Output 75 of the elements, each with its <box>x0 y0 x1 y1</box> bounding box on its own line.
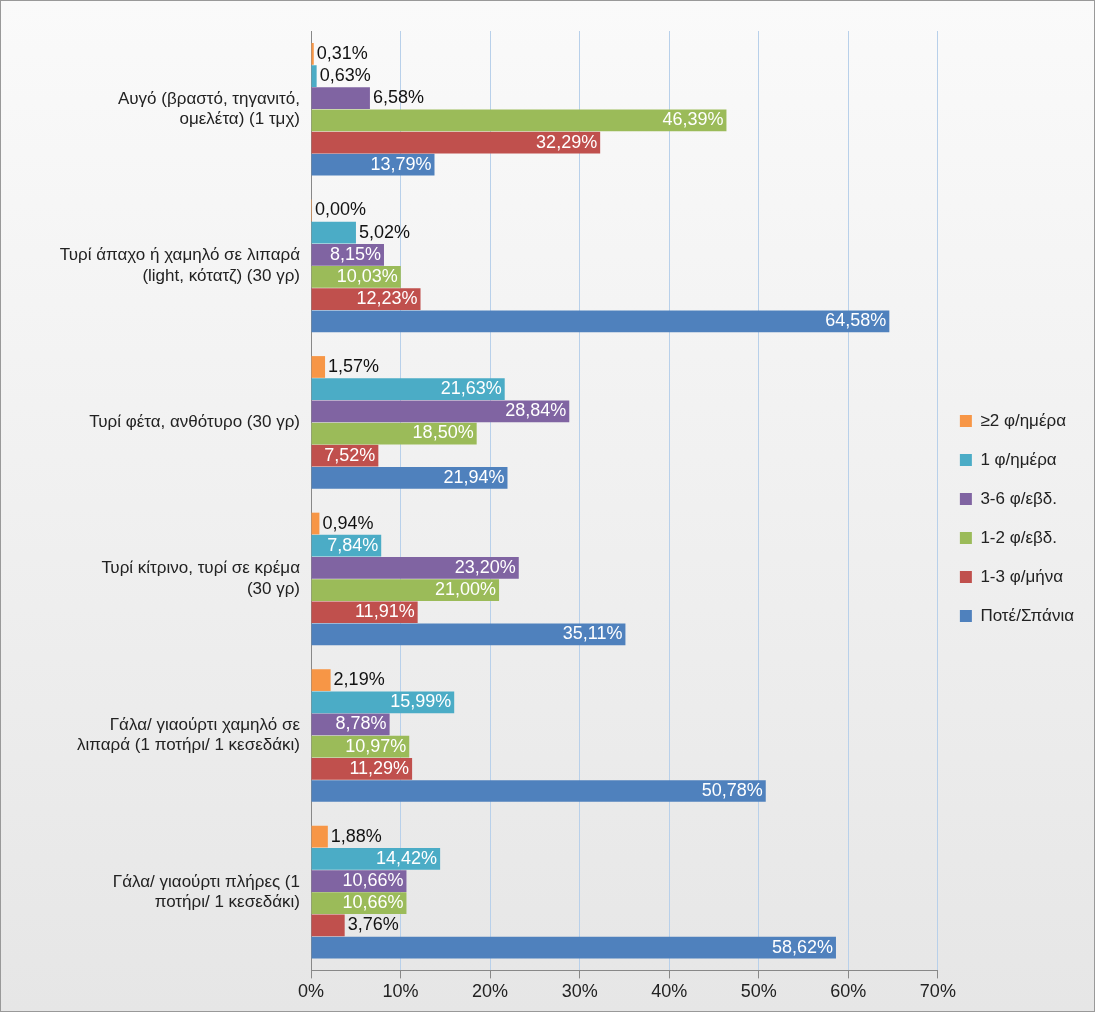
data-label: 64,58% <box>825 310 887 331</box>
data-label: 0,63% <box>319 64 371 85</box>
data-label: 1,88% <box>330 825 382 846</box>
data-label: 12,23% <box>356 288 418 309</box>
bar <box>311 42 314 65</box>
bar <box>311 378 505 401</box>
legend-label: ≥2 φ/ημέρα <box>980 410 1067 430</box>
data-label: 11,91% <box>354 601 415 622</box>
y-tick-label: Τυρί άπαχο ή χαμηλό σε λιπαρά (light, κότατζ) (30 γρ) <box>59 245 301 285</box>
data-label: 46,39% <box>662 109 724 130</box>
data-label: 2,19% <box>333 669 385 690</box>
y-tick-label: Τυρί φέτα, ανθότυρο (30 γρ) <box>89 412 300 432</box>
x-tick-label: 10% <box>382 981 419 1002</box>
x-tick-label: 40% <box>651 981 688 1002</box>
data-label: 15,99% <box>390 691 452 712</box>
data-label: 58,62% <box>771 936 833 957</box>
legend-label: 1-2 φ/εβδ. <box>980 527 1057 547</box>
data-label: 50,78% <box>701 779 763 800</box>
legend-label: 1-3 φ/μήνα <box>980 566 1064 586</box>
bar <box>311 87 370 110</box>
x-tick-label: 60% <box>830 981 867 1002</box>
data-label: 0,00% <box>315 199 367 220</box>
data-label: 14,42% <box>376 847 438 868</box>
bar <box>311 310 890 333</box>
bar <box>311 356 326 378</box>
x-tick-label: 20% <box>472 981 509 1002</box>
y-tick-label: Τυρί κίτρινο, τυρί σε κρέμα (30 γρ) <box>101 558 301 598</box>
data-label: 21,63% <box>440 378 502 399</box>
bar <box>311 65 317 87</box>
data-label: 3,76% <box>347 914 399 935</box>
data-label: 10,66% <box>342 870 404 890</box>
data-label: 5,02% <box>358 221 410 242</box>
bar <box>311 825 328 848</box>
data-label: 13,79% <box>370 153 432 174</box>
legend-label: 3-6 φ/εβδ. <box>980 488 1057 508</box>
x-tick-label: 70% <box>919 981 956 1002</box>
data-label: 10,03% <box>336 265 398 286</box>
bar <box>311 400 570 423</box>
bar <box>311 936 836 959</box>
x-tick-label: 50% <box>740 981 777 1002</box>
bar <box>311 914 345 937</box>
data-label: 21,00% <box>435 579 497 600</box>
data-label: 23,20% <box>454 556 516 577</box>
bar <box>311 557 519 579</box>
data-label: 10,66% <box>342 892 404 913</box>
data-label: 8,78% <box>335 713 387 734</box>
data-label: 0,94% <box>322 512 374 533</box>
bar <box>311 623 626 646</box>
data-label: 21,94% <box>443 466 505 487</box>
data-label: 11,29% <box>349 757 410 778</box>
bar <box>311 109 727 132</box>
data-label: 0,31% <box>316 42 368 63</box>
bar <box>311 579 500 601</box>
legend-label: 1 φ/ημέρα <box>980 449 1057 469</box>
x-tick-label: 30% <box>561 981 598 1002</box>
y-tick-label: Γάλα/ γιαούρτι χαμηλό σε λιπαρά (1 ποτήρι/ 1 κεσεδάκι) <box>77 715 301 755</box>
bar <box>311 467 508 489</box>
data-label: 18,50% <box>412 422 474 443</box>
y-tick-label: Αυγό (βραστό, τηγανιτό, ομελέτα) (1 τμχ) <box>117 88 300 129</box>
data-label: 1,57% <box>328 355 380 376</box>
data-label: 32,29% <box>536 131 598 152</box>
data-label: 28,84% <box>505 400 567 421</box>
data-label: 8,15% <box>329 243 381 264</box>
bar <box>311 669 331 691</box>
data-label: 35,11% <box>562 623 623 644</box>
bar <box>311 221 356 244</box>
legend-label: Ποτέ/Σπάνια <box>980 605 1075 625</box>
bar <box>311 780 766 802</box>
x-tick-label: 0% <box>297 981 325 1002</box>
data-label: 10,97% <box>345 735 407 756</box>
y-tick-label: Γάλα/ γιαούρτι πλήρες (1 ποτήρι/ 1 κεσεδάκι) <box>112 871 300 911</box>
data-label: 7,84% <box>327 534 379 555</box>
bar <box>311 131 601 154</box>
data-label: 6,58% <box>372 87 424 108</box>
data-label: 7,52% <box>324 444 376 465</box>
